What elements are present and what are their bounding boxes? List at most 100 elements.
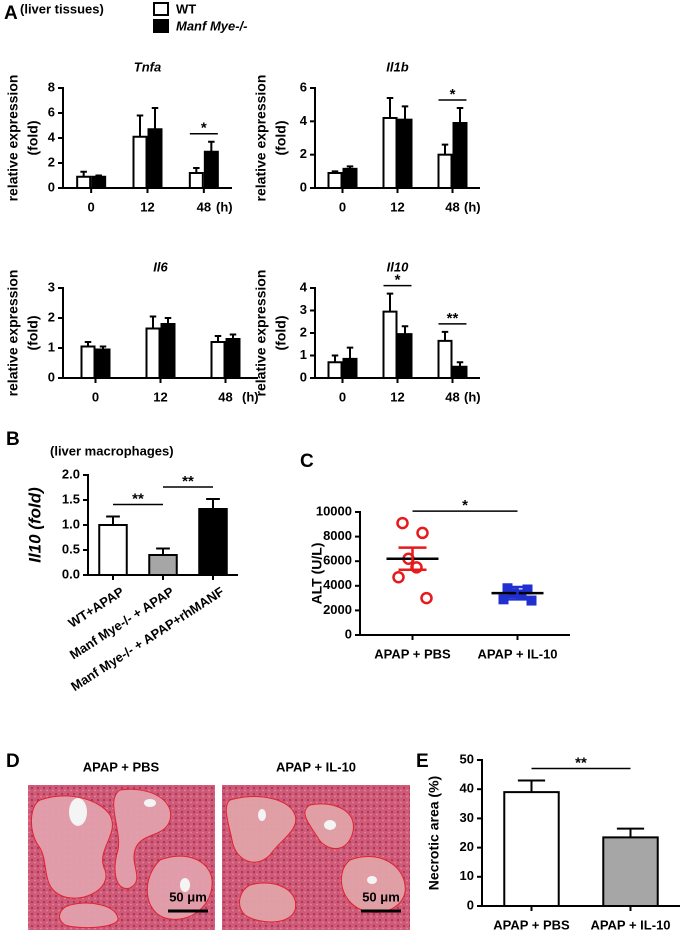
significance-label: *	[462, 497, 468, 514]
y-tick-label: 30	[460, 810, 474, 825]
error-bar	[229, 333, 237, 339]
y-tick-label: 3	[300, 302, 307, 317]
y-tick-label: 0	[300, 369, 307, 384]
point	[416, 526, 429, 540]
error-bar	[136, 114, 144, 137]
x-tick-label: APAP + PBS	[493, 917, 570, 932]
bar	[503, 791, 560, 907]
legend-label: Manf Mye-/-	[176, 18, 248, 33]
bar	[76, 175, 92, 189]
error-bar	[441, 143, 449, 155]
y-tick-label: 0	[48, 179, 55, 194]
bar	[98, 524, 128, 576]
y-tick-label: 10000	[316, 503, 352, 518]
bar	[437, 339, 453, 379]
x-axis-label: (h)	[464, 199, 481, 214]
bar	[198, 508, 228, 576]
panel-letter: E	[416, 751, 429, 772]
bar	[437, 153, 453, 190]
bar	[397, 118, 413, 189]
error-bar	[164, 317, 172, 324]
x-tick-label: 48	[445, 199, 459, 214]
bar	[148, 554, 178, 576]
bar	[327, 361, 343, 379]
y-tick-label: 20	[460, 839, 474, 854]
y-tick-label: 8000	[323, 528, 352, 543]
sem-bar	[503, 585, 532, 601]
bar	[327, 172, 343, 189]
significance-label: *	[395, 272, 401, 289]
bar	[203, 150, 219, 189]
bar	[132, 135, 148, 189]
y-tick-label: 6	[300, 79, 307, 94]
y-tick-label: 4	[300, 279, 308, 294]
significance-label: **	[132, 490, 144, 507]
y-tick-label: 0	[300, 179, 307, 194]
chart-title: Il10	[387, 259, 409, 274]
error-bar	[151, 107, 159, 130]
x-axis-label: (h)	[464, 389, 481, 404]
bar	[95, 348, 111, 379]
scale-bar-label: 50 μm	[169, 889, 207, 904]
x-tick-label: 12	[153, 389, 167, 404]
panel-header: (liver tissues)	[20, 1, 104, 16]
y-tick-label: 2	[48, 309, 55, 324]
x-tick-label: 48	[445, 389, 459, 404]
legend-swatch	[153, 19, 169, 33]
error-bar	[80, 170, 87, 177]
y-tick-label: 6	[48, 104, 55, 119]
y-tick-label: 2	[48, 154, 55, 169]
panel-letter: B	[6, 429, 20, 450]
chart-title: Tnfa	[134, 59, 161, 74]
y-axis-label: Necrotic area (%)	[426, 776, 442, 890]
y-tick-label: 4	[300, 113, 308, 128]
bar	[210, 341, 226, 379]
y-tick-label: 8	[48, 79, 55, 94]
y-axis-label: ALT (U/L)	[309, 543, 325, 605]
error-bar	[386, 97, 394, 118]
bar	[452, 365, 468, 379]
y-tick-label: 40	[460, 781, 474, 796]
y-tick-label: 0	[467, 897, 474, 912]
y-tick-label: 2	[300, 324, 307, 339]
legend-swatch	[153, 2, 169, 16]
significance-label: **	[447, 310, 459, 327]
bar	[225, 338, 241, 379]
y-tick-label: 1.0	[62, 516, 80, 531]
histology-image	[28, 785, 410, 930]
bar	[145, 327, 161, 379]
y-axis-label: (fold)	[273, 121, 289, 156]
error-bar	[441, 330, 449, 341]
x-tick-label: 0	[339, 199, 346, 214]
error-bar	[616, 827, 645, 838]
y-axis-label: (fold)	[273, 316, 289, 351]
x-tick-label: APAP + IL-10	[477, 646, 557, 661]
error-bar	[106, 515, 120, 525]
x-axis-label: (h)	[216, 199, 233, 214]
y-tick-label: 2000	[323, 602, 352, 617]
x-tick-label: 48	[218, 389, 232, 404]
error-bar	[456, 361, 464, 367]
y-tick-label: 0.5	[62, 541, 80, 556]
x-tick-label: 0	[88, 199, 95, 214]
y-tick-label: 4000	[323, 577, 352, 592]
error-bar	[193, 167, 200, 173]
image-label: APAP + PBS	[83, 759, 160, 774]
x-axis-label: (h)	[242, 389, 259, 404]
y-tick-label: 2.0	[62, 466, 80, 481]
error-bar	[208, 140, 215, 152]
significance-label: **	[182, 473, 194, 490]
error-bar	[401, 105, 409, 120]
y-axis-label: relative expression	[5, 75, 21, 202]
bar	[160, 323, 176, 379]
error-bar	[331, 170, 339, 173]
y-tick-label: 1	[300, 347, 307, 362]
error-bar	[517, 779, 546, 793]
x-tick-label: 12	[390, 199, 404, 214]
bar	[91, 175, 107, 189]
error-bar	[214, 335, 222, 342]
scale-bar-label: 50 μm	[362, 889, 400, 904]
panel-letter: D	[6, 751, 20, 772]
error-bar	[156, 547, 170, 555]
